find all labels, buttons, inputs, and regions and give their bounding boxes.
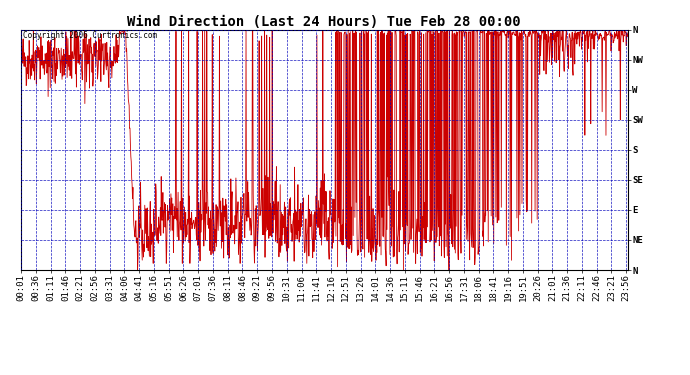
Text: Copyright 2006 Curtronics.com: Copyright 2006 Curtronics.com [23, 31, 157, 40]
Title: Wind Direction (Last 24 Hours) Tue Feb 28 00:00: Wind Direction (Last 24 Hours) Tue Feb 2… [128, 15, 521, 29]
